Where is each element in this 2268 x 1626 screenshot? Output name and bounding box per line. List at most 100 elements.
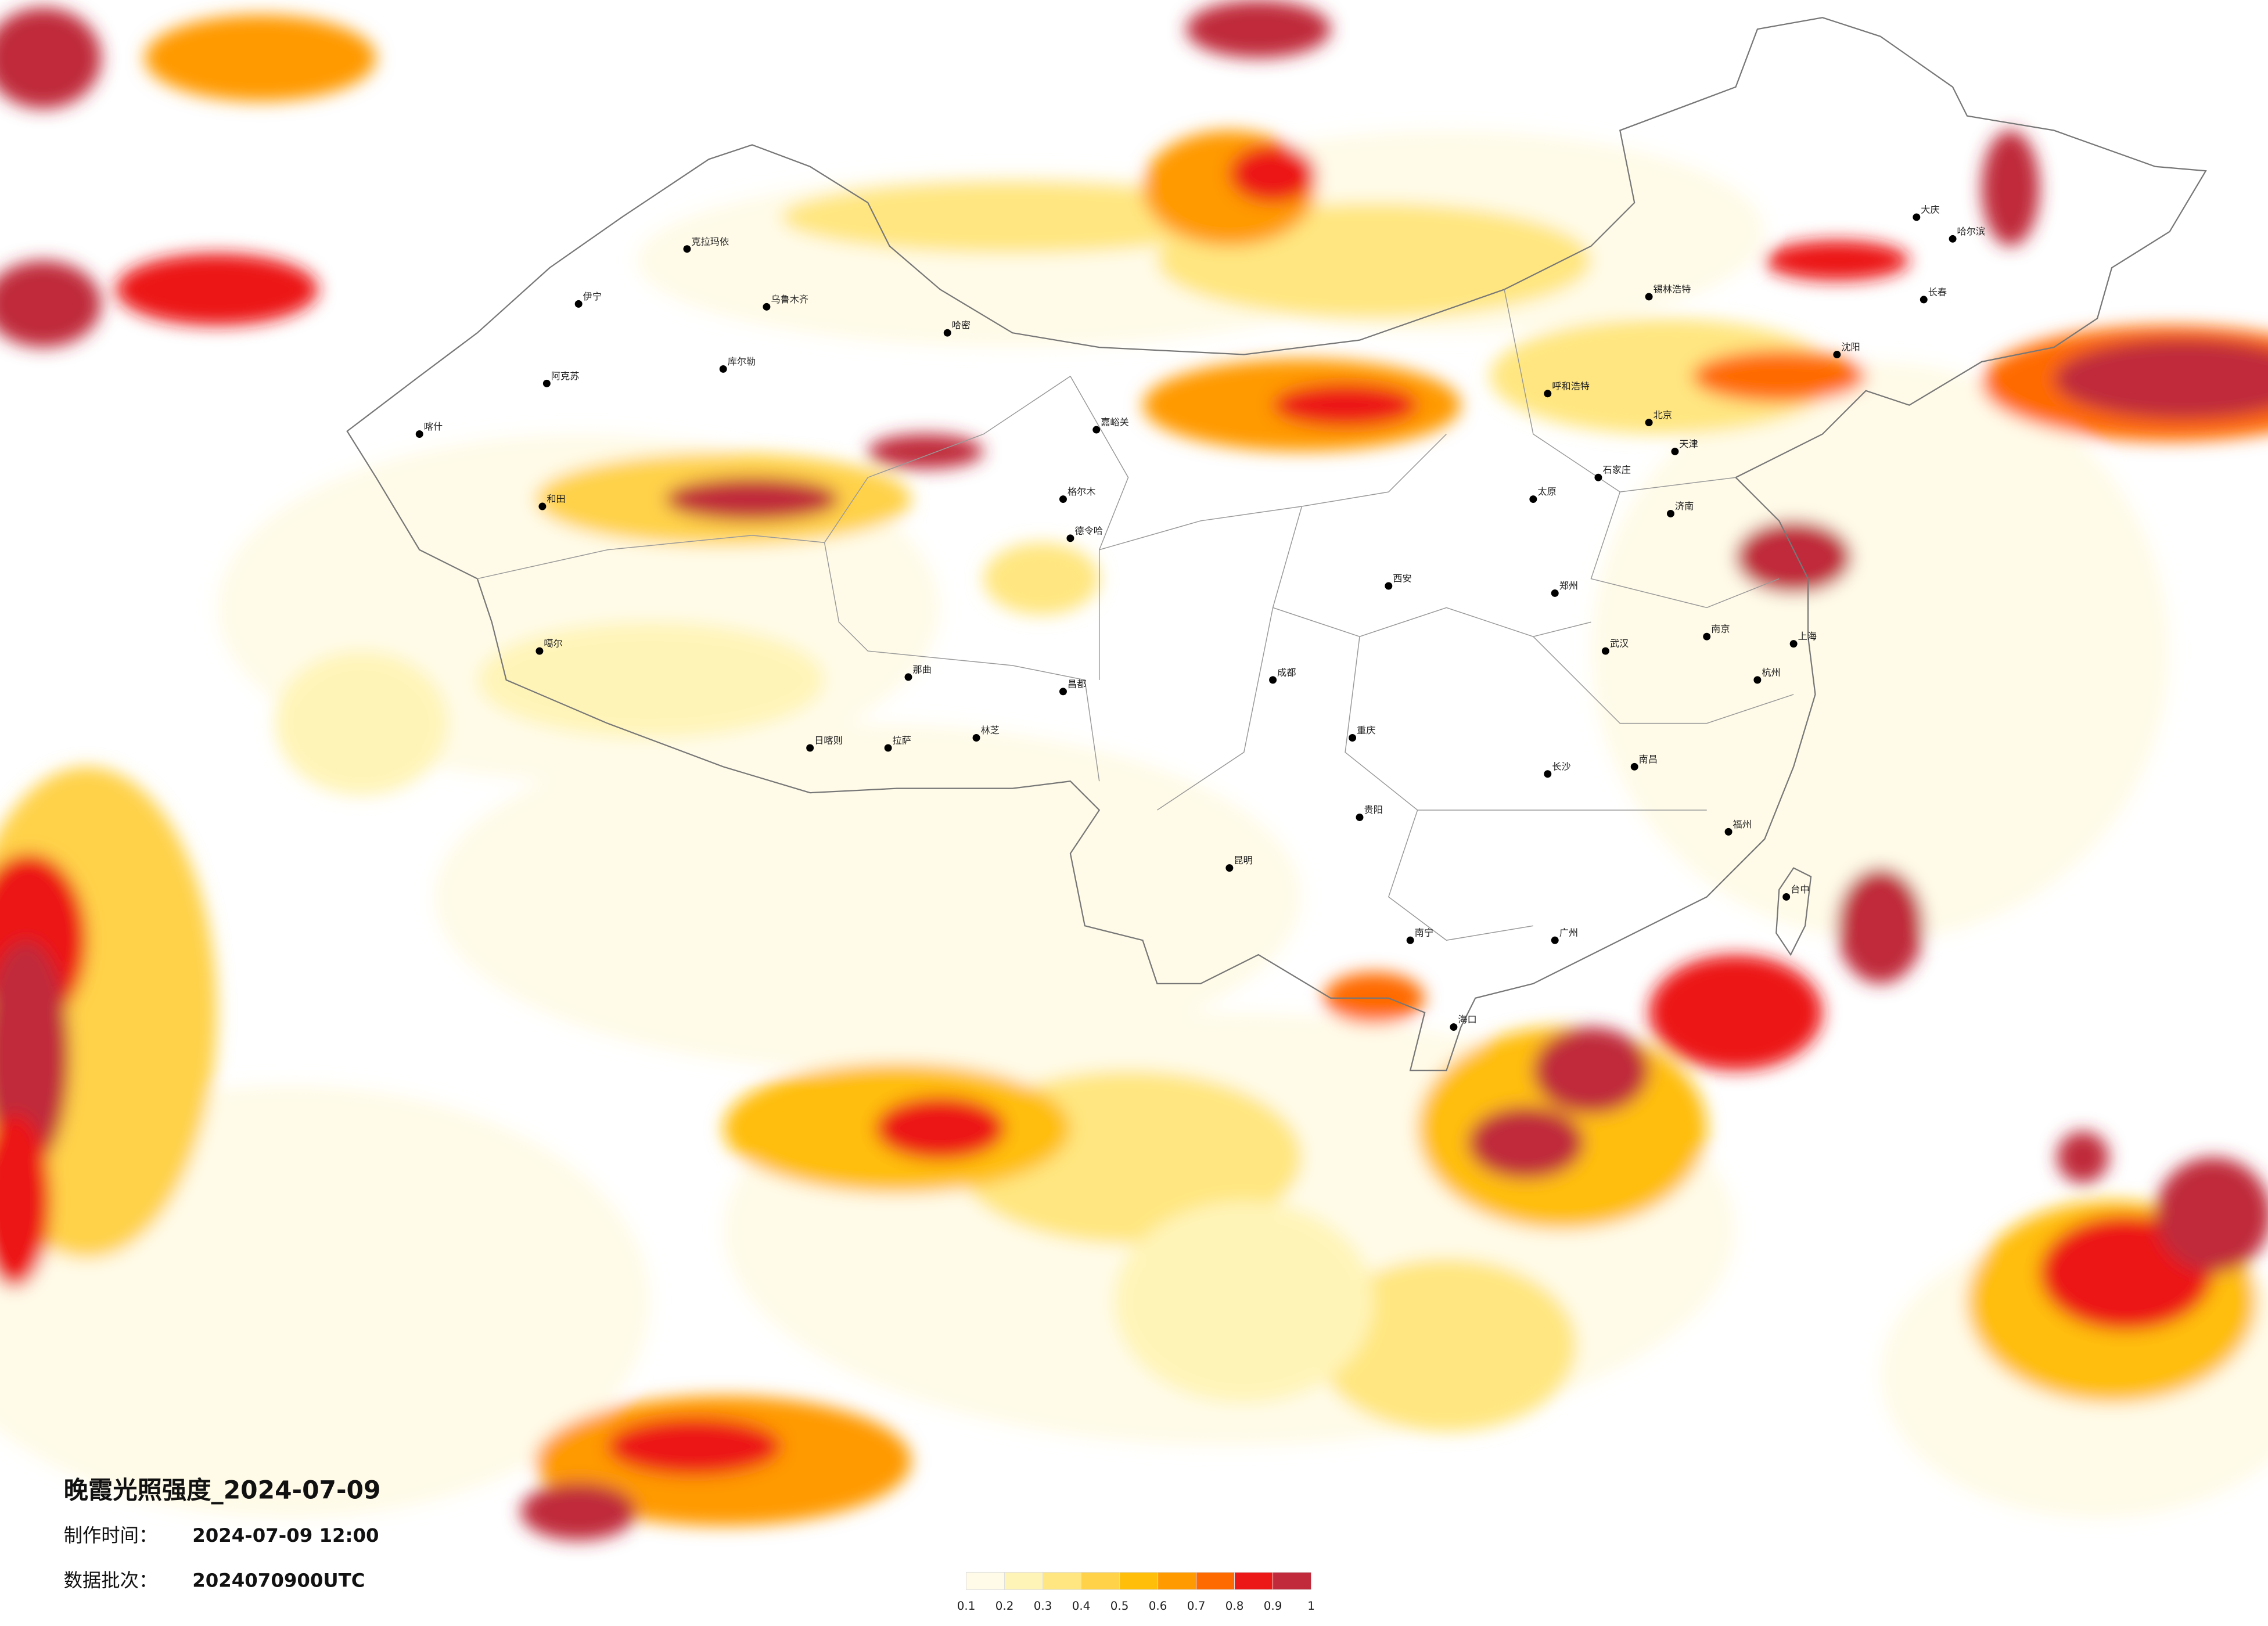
- heat-patch: [2054, 339, 2268, 420]
- city-label: 天津: [1679, 438, 1698, 449]
- heat-patch: [1692, 350, 1866, 402]
- heat-patch: [607, 1418, 781, 1476]
- heat-patch: [434, 723, 1302, 1071]
- city-dot: [1544, 770, 1552, 778]
- country-outline: [346, 17, 2207, 1071]
- legend-swatch: [1004, 1571, 1044, 1590]
- city-dot: [1544, 390, 1552, 398]
- legend-tick-label: 0.3: [1034, 1599, 1052, 1613]
- city-dot: [1406, 936, 1414, 944]
- taiwan-border: [1775, 867, 1812, 956]
- city-label: 南宁: [1415, 927, 1433, 938]
- city-dot: [719, 365, 727, 373]
- legend-tick-label: 0.9: [1264, 1599, 1282, 1613]
- heat-patch: [0, 1114, 51, 1287]
- heat-patch: [2155, 1157, 2268, 1273]
- city-label: 长沙: [1552, 761, 1570, 772]
- city-label: 武汉: [1610, 638, 1629, 649]
- made-label: 制作时间：: [64, 1524, 158, 1546]
- city-label: 拉萨: [893, 735, 911, 746]
- city-dot: [1703, 632, 1711, 641]
- heat-patch: [875, 1096, 1005, 1160]
- city-dot: [1551, 589, 1559, 597]
- heat-patch: [520, 1483, 637, 1541]
- city-label: 昌都: [1067, 678, 1086, 689]
- city-label: 重庆: [1357, 725, 1375, 736]
- city-dot: [1385, 582, 1393, 590]
- city-dot: [415, 430, 423, 438]
- city-dot: [574, 300, 583, 308]
- legend-swatch: [1196, 1571, 1235, 1590]
- city-dot: [1782, 893, 1791, 901]
- city-dot: [1724, 828, 1733, 836]
- heat-patch: [983, 542, 1099, 615]
- city-dot: [542, 379, 551, 387]
- city-label: 太原: [1537, 486, 1556, 497]
- city-label: 那曲: [912, 664, 931, 675]
- city-label: 沈阳: [1841, 341, 1860, 352]
- city-dot: [1833, 351, 1841, 359]
- city-dot: [904, 673, 912, 681]
- city-label: 昆明: [1234, 855, 1252, 866]
- city-label: 福州: [1733, 819, 1752, 830]
- heat-patch: [477, 622, 825, 738]
- city-dot: [1601, 647, 1609, 655]
- heat-patch: [1649, 955, 1823, 1071]
- city-label: 哈尔滨: [1957, 226, 1986, 237]
- heat-layer: [0, 0, 2268, 1541]
- city-label: 嘉峪关: [1101, 417, 1129, 428]
- city-label: 台中: [1791, 884, 1809, 895]
- heat-patch: [0, 260, 102, 348]
- header: 晚霞光照强度_2024-07-09 制作时间： 2024-07-09 12:00…: [64, 1476, 381, 1591]
- city-dot: [1269, 676, 1277, 684]
- heat-patch: [0, 940, 70, 1172]
- batch-id: 2024070900UTC: [192, 1569, 365, 1591]
- legend-tick-label: 0.1: [957, 1599, 976, 1613]
- legend-swatch: [1043, 1571, 1082, 1590]
- batch-label: 数据批次：: [64, 1569, 158, 1591]
- city-label: 贵阳: [1364, 804, 1382, 815]
- city-label: 北京: [1654, 409, 1672, 420]
- legend-tick-label: 0.2: [995, 1599, 1014, 1613]
- heat-patch: [665, 477, 839, 521]
- city-dot: [763, 303, 771, 311]
- city-label: 德令哈: [1074, 525, 1103, 536]
- city-label: 伊宁: [583, 291, 602, 302]
- heat-patch: [145, 15, 376, 102]
- heat-patch: [1113, 1200, 1374, 1404]
- city-dot: [683, 245, 691, 253]
- city-dot: [1529, 495, 1537, 503]
- province-borders: [477, 289, 1794, 941]
- heat-patch: [1764, 240, 1910, 281]
- city-dot: [1450, 1023, 1458, 1031]
- heat-patch: [116, 253, 318, 326]
- city-label: 阿克苏: [551, 370, 580, 382]
- city-dot: [806, 744, 814, 752]
- city-label: 广州: [1559, 927, 1578, 938]
- heat-patch: [1468, 1106, 1584, 1179]
- city-dot: [1949, 235, 1957, 243]
- city-dot: [1356, 813, 1364, 821]
- city-label: 锡林浩特: [1654, 283, 1691, 294]
- city-label: 呼和浩特: [1552, 380, 1590, 391]
- city-dot: [1645, 419, 1653, 427]
- heat-patch: [1591, 361, 2170, 941]
- heat-patch: [0, 7, 102, 109]
- city-dot: [972, 734, 980, 742]
- heat-patch: [1836, 868, 1924, 984]
- city-label: 大庆: [1921, 204, 1939, 215]
- city-dot: [1789, 640, 1798, 648]
- city-label: 林芝: [981, 725, 1000, 736]
- heat-patch: [1316, 1258, 1577, 1432]
- legend-swatch: [966, 1571, 1005, 1590]
- city-label: 库尔勒: [728, 356, 756, 367]
- map-title: 晚霞光照强度_2024-07-09: [64, 1476, 381, 1504]
- city-label: 和田: [547, 494, 565, 505]
- city-dot: [538, 502, 547, 510]
- city-label: 乌鲁木齐: [771, 294, 808, 305]
- heat-patch: [1533, 1027, 1649, 1114]
- city-label: 喀什: [424, 421, 443, 432]
- city-label: 石家庄: [1602, 465, 1631, 476]
